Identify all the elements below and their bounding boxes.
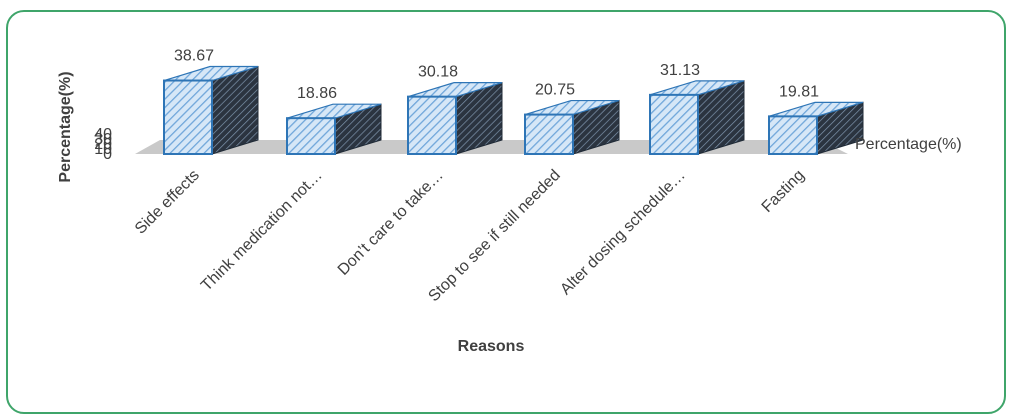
- bar: [649, 80, 745, 155]
- y-tick-label: 0: [103, 146, 112, 163]
- x-category-label: Think medication not…: [198, 167, 326, 295]
- y-tick-label: 40: [94, 126, 112, 143]
- y-tick-label: 20: [94, 136, 112, 153]
- y-axis-title: Percentage(%): [57, 71, 74, 182]
- x-category-label: Don’t care to take…: [335, 167, 447, 279]
- x-category-label: Side effects: [132, 167, 203, 238]
- data-label: 38.67: [174, 48, 214, 65]
- bar: [524, 99, 620, 155]
- data-label: 31.13: [660, 62, 700, 79]
- y-tick-label: 30: [94, 131, 112, 148]
- bar-front-face: [649, 93, 699, 155]
- data-label: 19.81: [779, 83, 819, 100]
- x-category-label: Alter dosing schedule…: [557, 167, 689, 299]
- legend-label: Percentage(%): [855, 136, 962, 153]
- data-label: 30.18: [418, 64, 458, 81]
- bar-front-face: [407, 95, 457, 155]
- y-tick-label: 10: [94, 141, 112, 158]
- x-axis-title: Reasons: [458, 338, 525, 355]
- bar: [768, 101, 864, 155]
- data-label: 18.86: [297, 85, 337, 102]
- x-category-label: Fasting: [759, 167, 808, 216]
- bar-front-face: [768, 115, 818, 155]
- data-labels: 38.67 18.86 30.18 20.75 31.13 19.81: [174, 48, 819, 103]
- bar-front-face: [286, 117, 336, 155]
- bar: [407, 81, 503, 155]
- data-label: 20.75: [535, 82, 575, 99]
- bars-group: [163, 65, 864, 155]
- x-category-label: Stop to see if still needed: [425, 167, 563, 305]
- bar-side-face: [211, 65, 259, 155]
- bar-front-face: [524, 113, 574, 155]
- bar: [163, 65, 259, 155]
- bar-front-face: [163, 79, 213, 155]
- bar: [286, 103, 382, 155]
